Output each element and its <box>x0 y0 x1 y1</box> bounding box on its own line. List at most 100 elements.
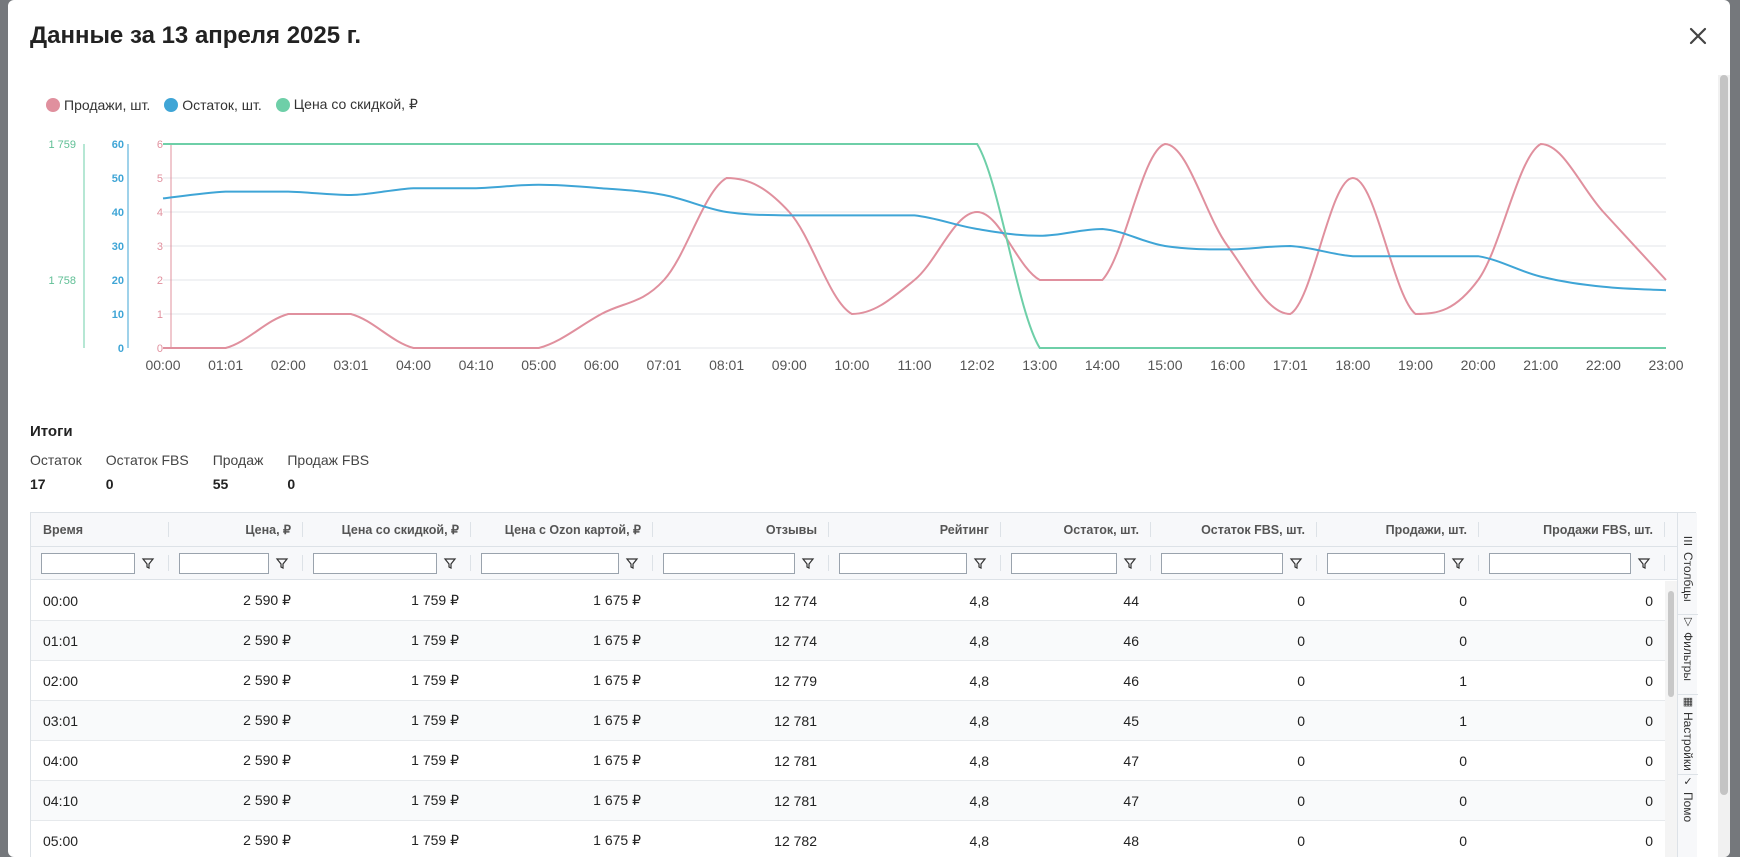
table-cell: 2 590 ₽ <box>243 712 291 728</box>
data-modal: Данные за 13 апреля 2025 г. Продажи, шт.… <box>8 0 1730 857</box>
table-row[interactable]: 01:01 2 590 ₽ 1 759 ₽ 1 675 ₽ 12 774 4,8 46 0 0 0 <box>31 621 1665 661</box>
filter-icon[interactable] <box>1289 556 1303 570</box>
filter-input[interactable] <box>41 552 135 574</box>
side-tab[interactable]: ▽ Фильтры <box>1678 615 1698 695</box>
legend-item-sales[interactable]: Продажи, шт. <box>46 96 150 113</box>
side-tab[interactable]: ✓ Помо <box>1678 775 1698 857</box>
table-cell: 01:01 <box>43 632 79 649</box>
column-filter <box>829 547 1001 579</box>
filter-icon[interactable] <box>973 556 987 570</box>
x-axis-tick: 06:00 <box>584 357 619 373</box>
column-header[interactable]: Продажи, шт. <box>1317 513 1479 546</box>
column-header[interactable]: Остаток FBS, шт. <box>1151 513 1317 546</box>
table-cell: 1 675 ₽ <box>593 752 641 768</box>
table-cell: 0 <box>1645 712 1653 729</box>
column-header[interactable]: Продажи FBS, шт. <box>1479 513 1665 546</box>
filter-icon[interactable] <box>1123 556 1137 570</box>
filter-input[interactable] <box>1489 552 1631 574</box>
table-cell: 2 590 ₽ <box>243 752 291 768</box>
summary-stock: Остаток 17 <box>30 452 82 492</box>
table-cell: 45 <box>1123 712 1139 729</box>
grid-scrollbar-thumb[interactable] <box>1668 591 1674 697</box>
x-axis-tick: 09:00 <box>772 357 807 373</box>
summary-label: Остаток <box>30 452 82 468</box>
filter-icon: ▽ <box>1683 616 1693 628</box>
table-row[interactable]: 05:00 2 590 ₽ 1 759 ₽ 1 675 ₽ 12 782 4,8 48 0 0 0 <box>31 821 1665 857</box>
stock-axis-tick: 10 <box>112 309 124 321</box>
filter-icon[interactable] <box>275 556 289 570</box>
x-axis-tick: 12:02 <box>960 357 995 373</box>
legend-label-sales: Продажи, шт. <box>64 96 151 113</box>
filter-input[interactable] <box>839 552 967 574</box>
settings-icon: ▦ <box>1682 696 1694 708</box>
side-tab[interactable]: ☰ Столбцы <box>1678 535 1698 615</box>
table-cell: 0 <box>1297 792 1305 809</box>
legend-label-stock: Остаток, шт. <box>182 96 262 113</box>
table-cell: 1 759 ₽ <box>411 832 459 848</box>
legend-item-stock[interactable]: Остаток, шт. <box>164 96 262 113</box>
x-axis-tick: 21:00 <box>1523 357 1558 373</box>
column-header[interactable]: Цена с Ozon картой, ₽ <box>471 513 653 546</box>
legend-item-price[interactable]: Цена со скидкой, ₽ <box>275 96 418 113</box>
column-header[interactable]: Время <box>31 513 169 546</box>
table-row[interactable]: 02:00 2 590 ₽ 1 759 ₽ 1 675 ₽ 12 779 4,8 46 0 1 0 <box>31 661 1665 701</box>
sales-axis-tick: 5 <box>157 173 163 185</box>
filter-icon[interactable] <box>443 556 457 570</box>
filter-input[interactable] <box>481 552 619 574</box>
grid-body: 00:00 2 590 ₽1 759 ₽1 675 ₽12 774 4,8 44 0 0 0… <box>31 581 1665 857</box>
modal-title: Данные за 13 апреля 2025 г. <box>30 22 362 49</box>
table-cell: 1 759 ₽ <box>411 792 459 808</box>
grid-scrollbar[interactable] <box>1665 581 1677 857</box>
filter-input[interactable] <box>1327 552 1445 574</box>
sales-axis-tick: 4 <box>157 207 163 219</box>
column-filter <box>1001 547 1151 579</box>
filter-icon[interactable] <box>1637 556 1651 570</box>
table-row[interactable]: 00:00 2 590 ₽ 1 759 ₽ 1 675 ₽ 12 774 4,8 44 0 0 0 <box>31 581 1665 621</box>
close-button[interactable] <box>1684 22 1712 50</box>
table-row[interactable]: 04:10 2 590 ₽ 1 759 ₽ 1 675 ₽ 12 781 4,8 47 0 0 0 <box>31 781 1665 821</box>
column-header[interactable]: Цена со скидкой, ₽ <box>303 513 471 546</box>
column-filter <box>653 547 829 579</box>
table-cell: 12 779 <box>774 672 817 689</box>
column-filter <box>1479 547 1665 579</box>
filter-input[interactable] <box>313 552 437 574</box>
table-cell: 12 781 <box>774 752 817 769</box>
modal-scrollbar[interactable] <box>1718 75 1730 857</box>
filter-icon[interactable] <box>1451 556 1465 570</box>
filter-icon[interactable] <box>141 556 155 570</box>
series-line-price <box>162 143 1666 349</box>
filter-icon[interactable] <box>625 556 639 570</box>
table-cell: 12 774 <box>774 592 817 609</box>
check-icon: ✓ <box>1683 776 1693 788</box>
filter-icon[interactable] <box>801 556 815 570</box>
legend-dot-price <box>275 97 290 112</box>
column-header[interactable]: Рейтинг <box>829 513 1001 546</box>
column-filter <box>1317 547 1479 579</box>
x-axis-tick: 00:00 <box>145 357 180 373</box>
side-tab[interactable]: ▦ Настройки <box>1678 695 1698 775</box>
column-header[interactable]: Цена, ₽ <box>169 513 303 546</box>
modal-scrollbar-thumb[interactable] <box>1720 75 1728 795</box>
table-cell: 03:01 <box>43 712 79 729</box>
table-cell: 0 <box>1297 672 1305 689</box>
x-axis-tick: 16:00 <box>1210 357 1245 373</box>
stock-axis-tick: 60 <box>112 139 124 151</box>
table-cell: 1 675 ₽ <box>593 832 641 848</box>
table-row[interactable]: 03:01 2 590 ₽ 1 759 ₽ 1 675 ₽ 12 781 4,8 45 0 1 0 <box>31 701 1665 741</box>
column-header[interactable]: Остаток, шт. <box>1001 513 1151 546</box>
x-axis-tick: 20:00 <box>1461 357 1496 373</box>
table-cell: 1 675 ₽ <box>593 672 641 688</box>
filter-input[interactable] <box>1011 552 1117 574</box>
column-header[interactable]: Отзывы <box>653 513 829 546</box>
filter-input[interactable] <box>663 552 795 574</box>
table-row[interactable]: 04:00 2 590 ₽ 1 759 ₽ 1 675 ₽ 12 781 4,8 47 0 0 0 <box>31 741 1665 781</box>
table-cell: 48 <box>1123 832 1139 849</box>
sales-axis-tick: 3 <box>157 241 163 253</box>
x-axis-tick: 04:10 <box>459 357 494 373</box>
stock-axis-tick: 40 <box>112 207 124 219</box>
table-cell: 1 675 ₽ <box>593 592 641 608</box>
table-cell: 02:00 <box>43 672 79 689</box>
filter-input[interactable] <box>179 552 269 574</box>
filter-input[interactable] <box>1161 552 1283 574</box>
summary-value: 55 <box>212 476 229 492</box>
